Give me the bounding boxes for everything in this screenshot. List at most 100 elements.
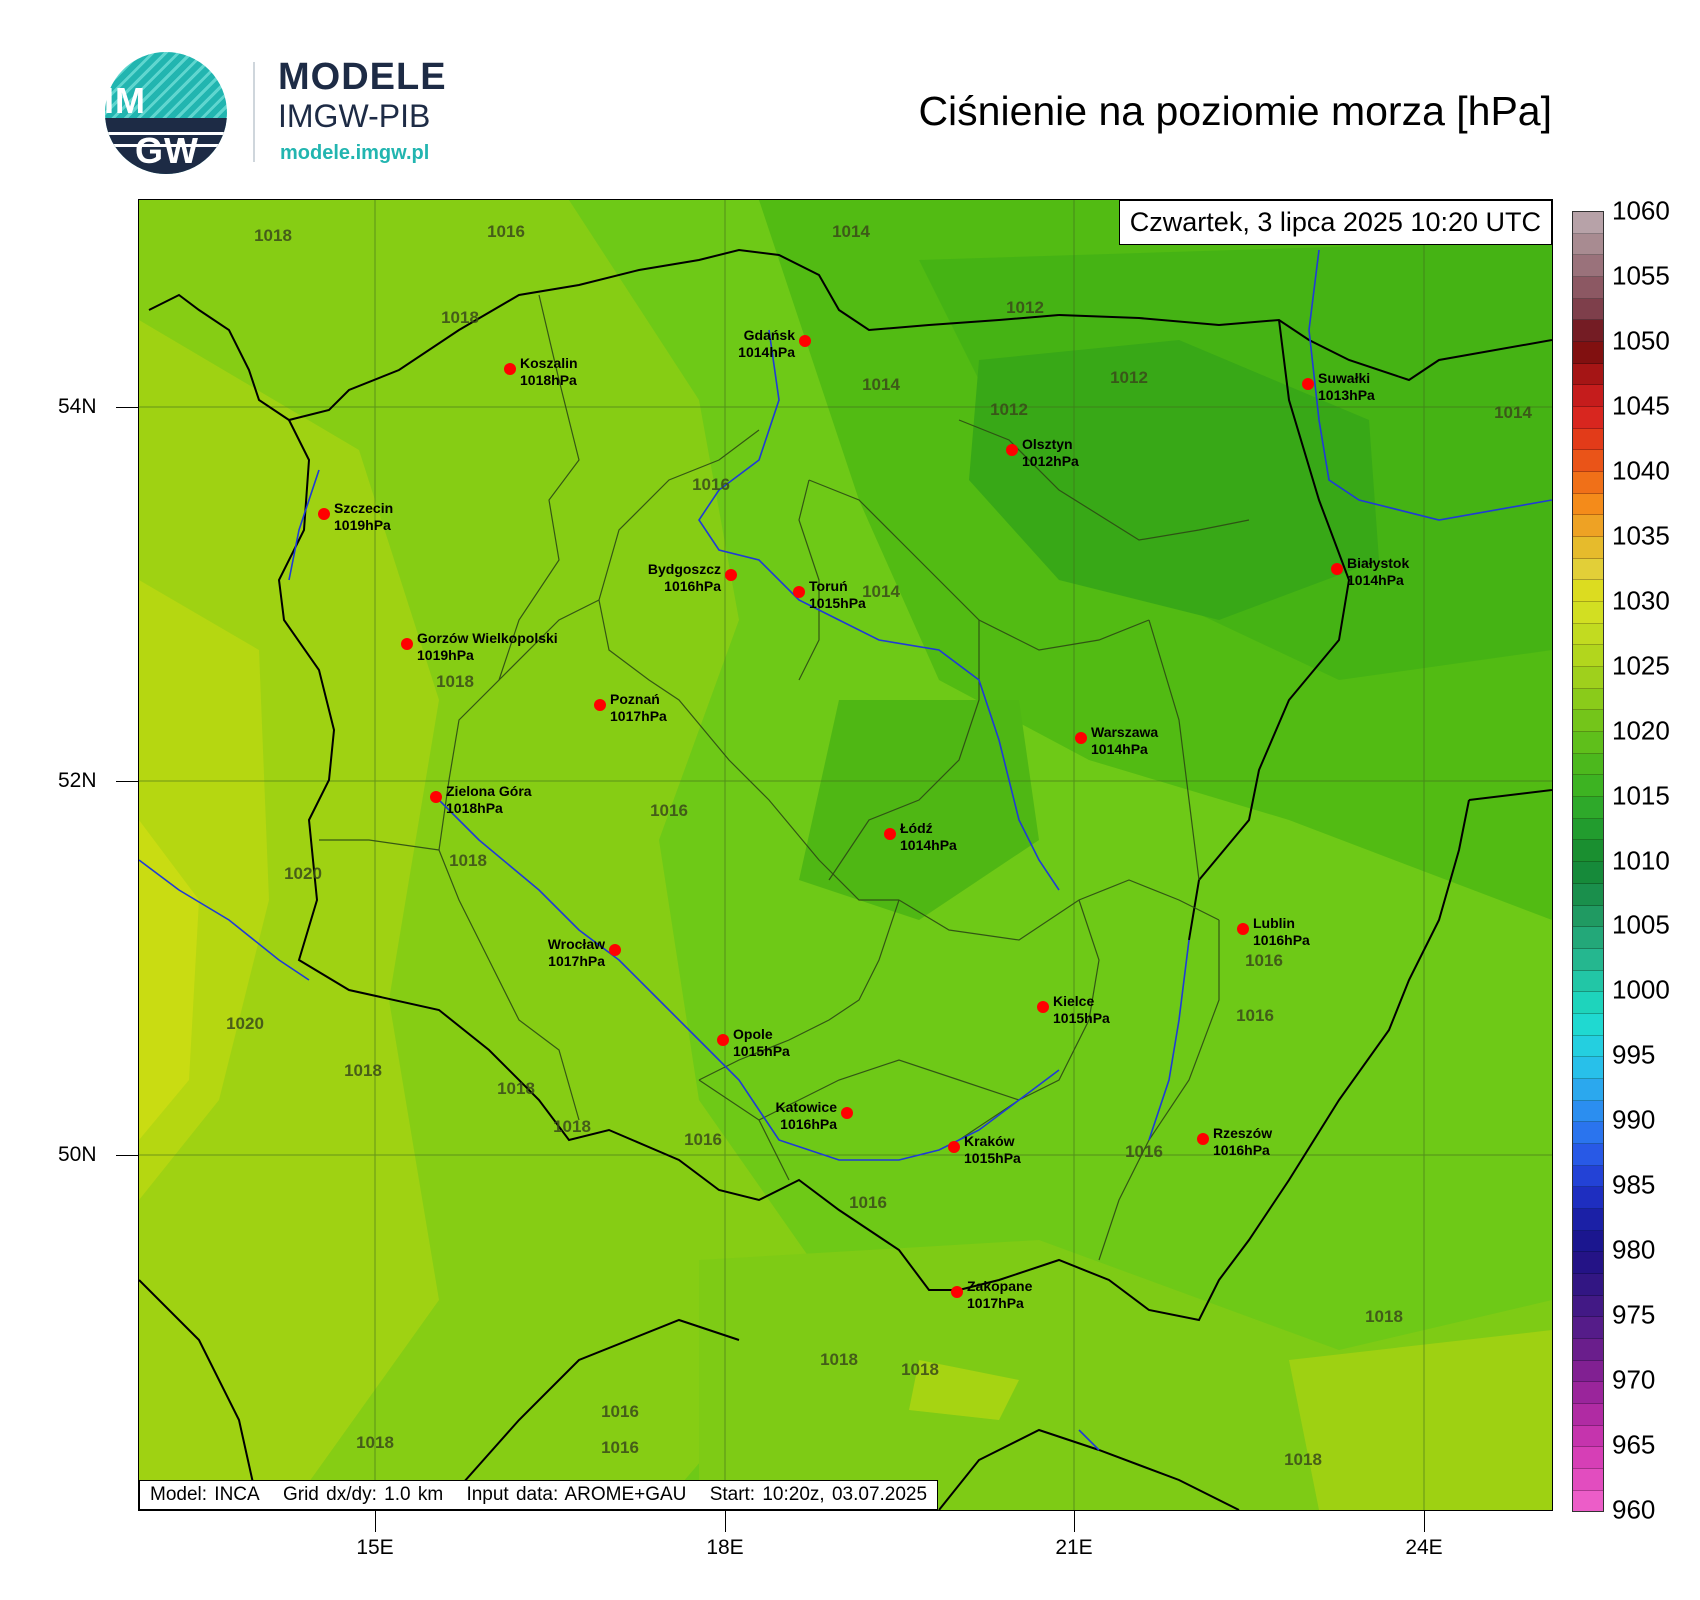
colorbar-segment <box>1573 797 1603 819</box>
colorbar-segment <box>1573 667 1603 689</box>
model-name: Model: INCA <box>150 1484 260 1505</box>
colorbar-segment <box>1573 710 1603 733</box>
city-dot <box>884 828 896 840</box>
city-pressure: 1014hPa <box>738 344 795 360</box>
isobar-label: 1018 <box>1284 1450 1322 1469</box>
input-data: Input data: AROME+GAU <box>466 1484 687 1505</box>
colorbar-tick-label: 1050 <box>1612 325 1670 356</box>
colorbar-segment <box>1573 1165 1603 1188</box>
city-pressure: 1013hPa <box>1318 387 1375 403</box>
isobar-label: 1018 <box>449 851 487 870</box>
imgw-logo <box>105 52 227 174</box>
isobar-label: 1018 <box>820 1350 858 1369</box>
isobar-label: 1016 <box>487 222 525 241</box>
colorbar-tick-label: 975 <box>1612 1299 1656 1330</box>
city-pressure: 1014hPa <box>900 837 957 853</box>
lon-label: 21E <box>1055 1536 1093 1559</box>
colorbar-tick-label: 1025 <box>1612 650 1670 681</box>
isobar-label: 1012 <box>1110 368 1148 387</box>
city-dot <box>504 363 516 375</box>
colorbar-segment <box>1573 905 1603 928</box>
city-name: Wrocław <box>547 936 605 952</box>
city-name: Katowice <box>775 1099 837 1115</box>
isobar-label: 1012 <box>990 400 1028 419</box>
colorbar-segment <box>1573 948 1603 971</box>
colorbar-tick-label: 990 <box>1612 1104 1656 1135</box>
colorbar-tick-label: 1060 <box>1612 195 1670 226</box>
colorbar-segment <box>1573 385 1603 408</box>
colorbar-segment <box>1573 212 1603 234</box>
city-pressure: 1014hPa <box>1347 572 1404 588</box>
colorbar-segment <box>1573 1490 1603 1512</box>
colorbar-tick-label: 1005 <box>1612 909 1670 940</box>
isobar-label: 1016 <box>1245 951 1283 970</box>
colorbar-tick-label: 1015 <box>1612 780 1670 811</box>
colorbar-segment <box>1573 342 1603 364</box>
city-dot <box>1331 563 1343 575</box>
city-dot <box>1006 444 1018 456</box>
city-dot <box>594 699 606 711</box>
grid-resolution: Grid dx/dy: 1.0 km <box>282 1484 444 1505</box>
colorbar-segment <box>1573 753 1603 776</box>
colorbar-segment <box>1573 1208 1603 1231</box>
colorbar-tick-label: 970 <box>1612 1364 1656 1395</box>
colorbar-segment <box>1573 255 1603 278</box>
isobar-label: 1018 <box>497 1079 535 1098</box>
lon-tick <box>375 1510 376 1532</box>
city-name: Opole <box>733 1026 773 1042</box>
colorbar-segment <box>1573 537 1603 559</box>
city-dot <box>799 335 811 347</box>
city-pressure: 1016hPa <box>1213 1142 1270 1158</box>
city-dot <box>948 1141 960 1153</box>
lat-label: 50N <box>58 1143 97 1166</box>
colorbar-segment <box>1573 515 1603 538</box>
colorbar-tick-label: 995 <box>1612 1039 1656 1070</box>
city-pressure: 1016hPa <box>780 1116 837 1132</box>
isobar-label: 1016 <box>849 1193 887 1212</box>
colorbar-segment <box>1573 1100 1603 1123</box>
isobar-label: 1018 <box>254 226 292 245</box>
isobar-label: 1012 <box>1006 298 1044 317</box>
colorbar-segment <box>1573 862 1603 884</box>
logo-text-top: IM <box>104 80 146 121</box>
city-pressure: 1016hPa <box>1253 932 1310 948</box>
colorbar-tick-label: 1035 <box>1612 520 1670 551</box>
city-dot <box>1037 1001 1049 1013</box>
colorbar-segment <box>1573 580 1603 603</box>
city-dot <box>725 569 737 581</box>
isobar-label: 1016 <box>1125 1142 1163 1161</box>
colorbar-segment <box>1573 688 1603 711</box>
city-dot <box>318 508 330 520</box>
colorbar-segment <box>1573 818 1603 841</box>
city-pressure: 1015hPa <box>1053 1010 1110 1026</box>
city-name: Olsztyn <box>1022 436 1073 452</box>
isobar-label: 1018 <box>901 1360 939 1379</box>
city-dot <box>401 638 413 650</box>
colorbar-segment <box>1573 493 1603 516</box>
city-name: Zakopane <box>967 1278 1033 1294</box>
city-pressure: 1018hPa <box>520 372 577 388</box>
lon-label: 24E <box>1405 1536 1443 1559</box>
logo-org: IMGW-PIB <box>278 98 431 134</box>
colorbar-segment <box>1573 1273 1603 1296</box>
isobar-label: 1018 <box>356 1433 394 1452</box>
colorbar-segment <box>1573 320 1603 343</box>
pressure-map[interactable]: 1018 1016 1014 1018 1012 1014 1012 1012 … <box>138 199 1553 1511</box>
colorbar-tick-label: 1000 <box>1612 974 1670 1005</box>
city-name: Kraków <box>964 1133 1015 1149</box>
colorbar-tick-label: 960 <box>1612 1494 1656 1525</box>
colorbar-tick-label: 965 <box>1612 1429 1656 1460</box>
colorbar-segment <box>1573 1403 1603 1426</box>
colorbar-segment <box>1573 1425 1603 1448</box>
city-name: Poznań <box>610 691 660 707</box>
colorbar-segment <box>1573 645 1603 668</box>
colorbar-segment <box>1573 407 1603 429</box>
colorbar-segment <box>1573 1143 1603 1166</box>
lat-label: 52N <box>58 769 97 792</box>
logo-url[interactable]: modele.imgw.pl <box>280 142 430 164</box>
colorbar-segment <box>1573 298 1603 321</box>
city-name: Kielce <box>1053 993 1095 1009</box>
city-pressure: 1019hPa <box>334 517 391 533</box>
city-dot <box>1197 1133 1209 1145</box>
isobar-label: 1016 <box>1236 1006 1274 1025</box>
